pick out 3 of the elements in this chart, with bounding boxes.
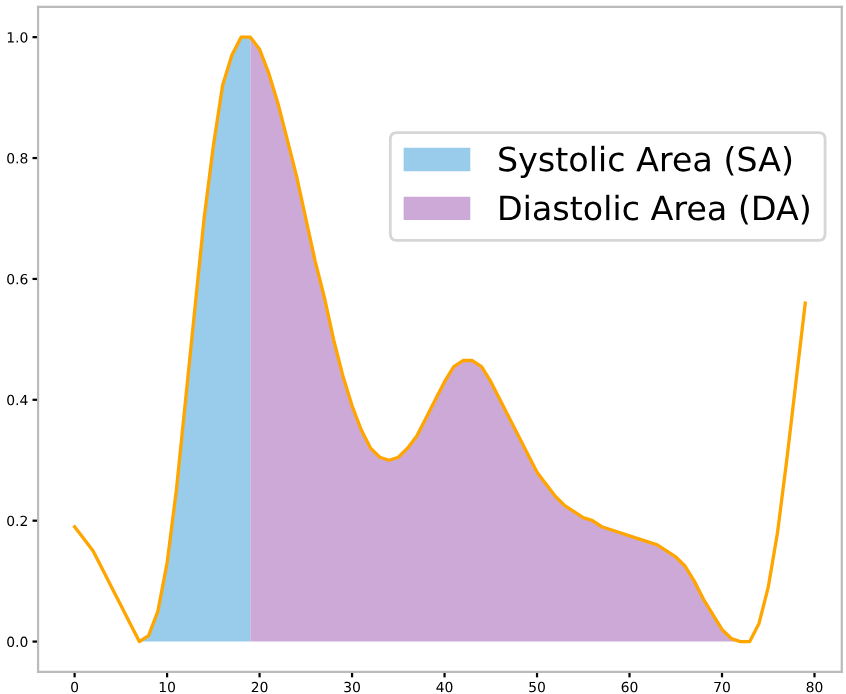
line-series xyxy=(72,35,807,644)
legend-label: Systolic Area (SA) xyxy=(499,145,792,179)
legend-label: Diastolic Area (DA) xyxy=(500,194,809,225)
